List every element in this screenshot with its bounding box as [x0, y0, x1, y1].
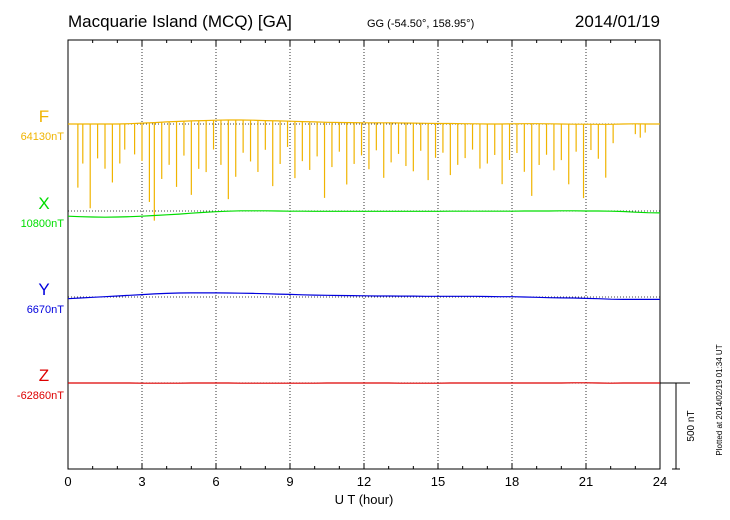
series-baseline-y: 6670nT: [27, 304, 65, 316]
x-tick-label-9: 9: [286, 474, 293, 489]
series-line-y: [67, 292, 660, 300]
series-name-f: F: [39, 107, 49, 126]
x-tick-label-0: 0: [64, 474, 71, 489]
series-line-f: [68, 119, 660, 125]
scale-bar-label: 500 nT: [686, 410, 697, 441]
x-tick-label-3: 3: [138, 474, 145, 489]
x-tick-label-21: 21: [579, 474, 593, 489]
x-tick-label-6: 6: [212, 474, 219, 489]
series-baseline-z: -62860nT: [17, 390, 64, 402]
series-name-z: Z: [39, 366, 49, 385]
series-name-x: X: [38, 194, 49, 213]
x-tick-label-24: 24: [653, 474, 667, 489]
x-tick-label-15: 15: [431, 474, 445, 489]
series-layer: [67, 119, 661, 384]
series-labels: F 64130nT X 10800nT Y 6670nT Z -62860nT: [17, 107, 64, 402]
x-axis-label: U T (hour): [335, 492, 394, 507]
series-baseline-x: 10800nT: [21, 218, 65, 230]
series-name-y: Y: [38, 280, 49, 299]
x-axis-ticks: 0 3 6 9 12 15 18 21 24: [64, 40, 667, 489]
station-title: Macquarie Island (MCQ) [GA]: [68, 12, 292, 31]
plot-frame: [67, 39, 661, 470]
plotted-timestamp: Plotted at 2014/02/19 01:34 UT: [715, 344, 724, 455]
x-tick-label-12: 12: [357, 474, 371, 489]
x-tick-label-18: 18: [505, 474, 519, 489]
plot-date: 2014/01/19: [575, 12, 660, 31]
station-coordinates: GG (-54.50°, 158.95°): [367, 18, 474, 30]
vertical-grid: [141, 40, 587, 469]
series-line-x: [67, 210, 661, 218]
scale-bar: 500 nT: [660, 382, 697, 470]
series-baseline-f: 64130nT: [21, 131, 65, 143]
